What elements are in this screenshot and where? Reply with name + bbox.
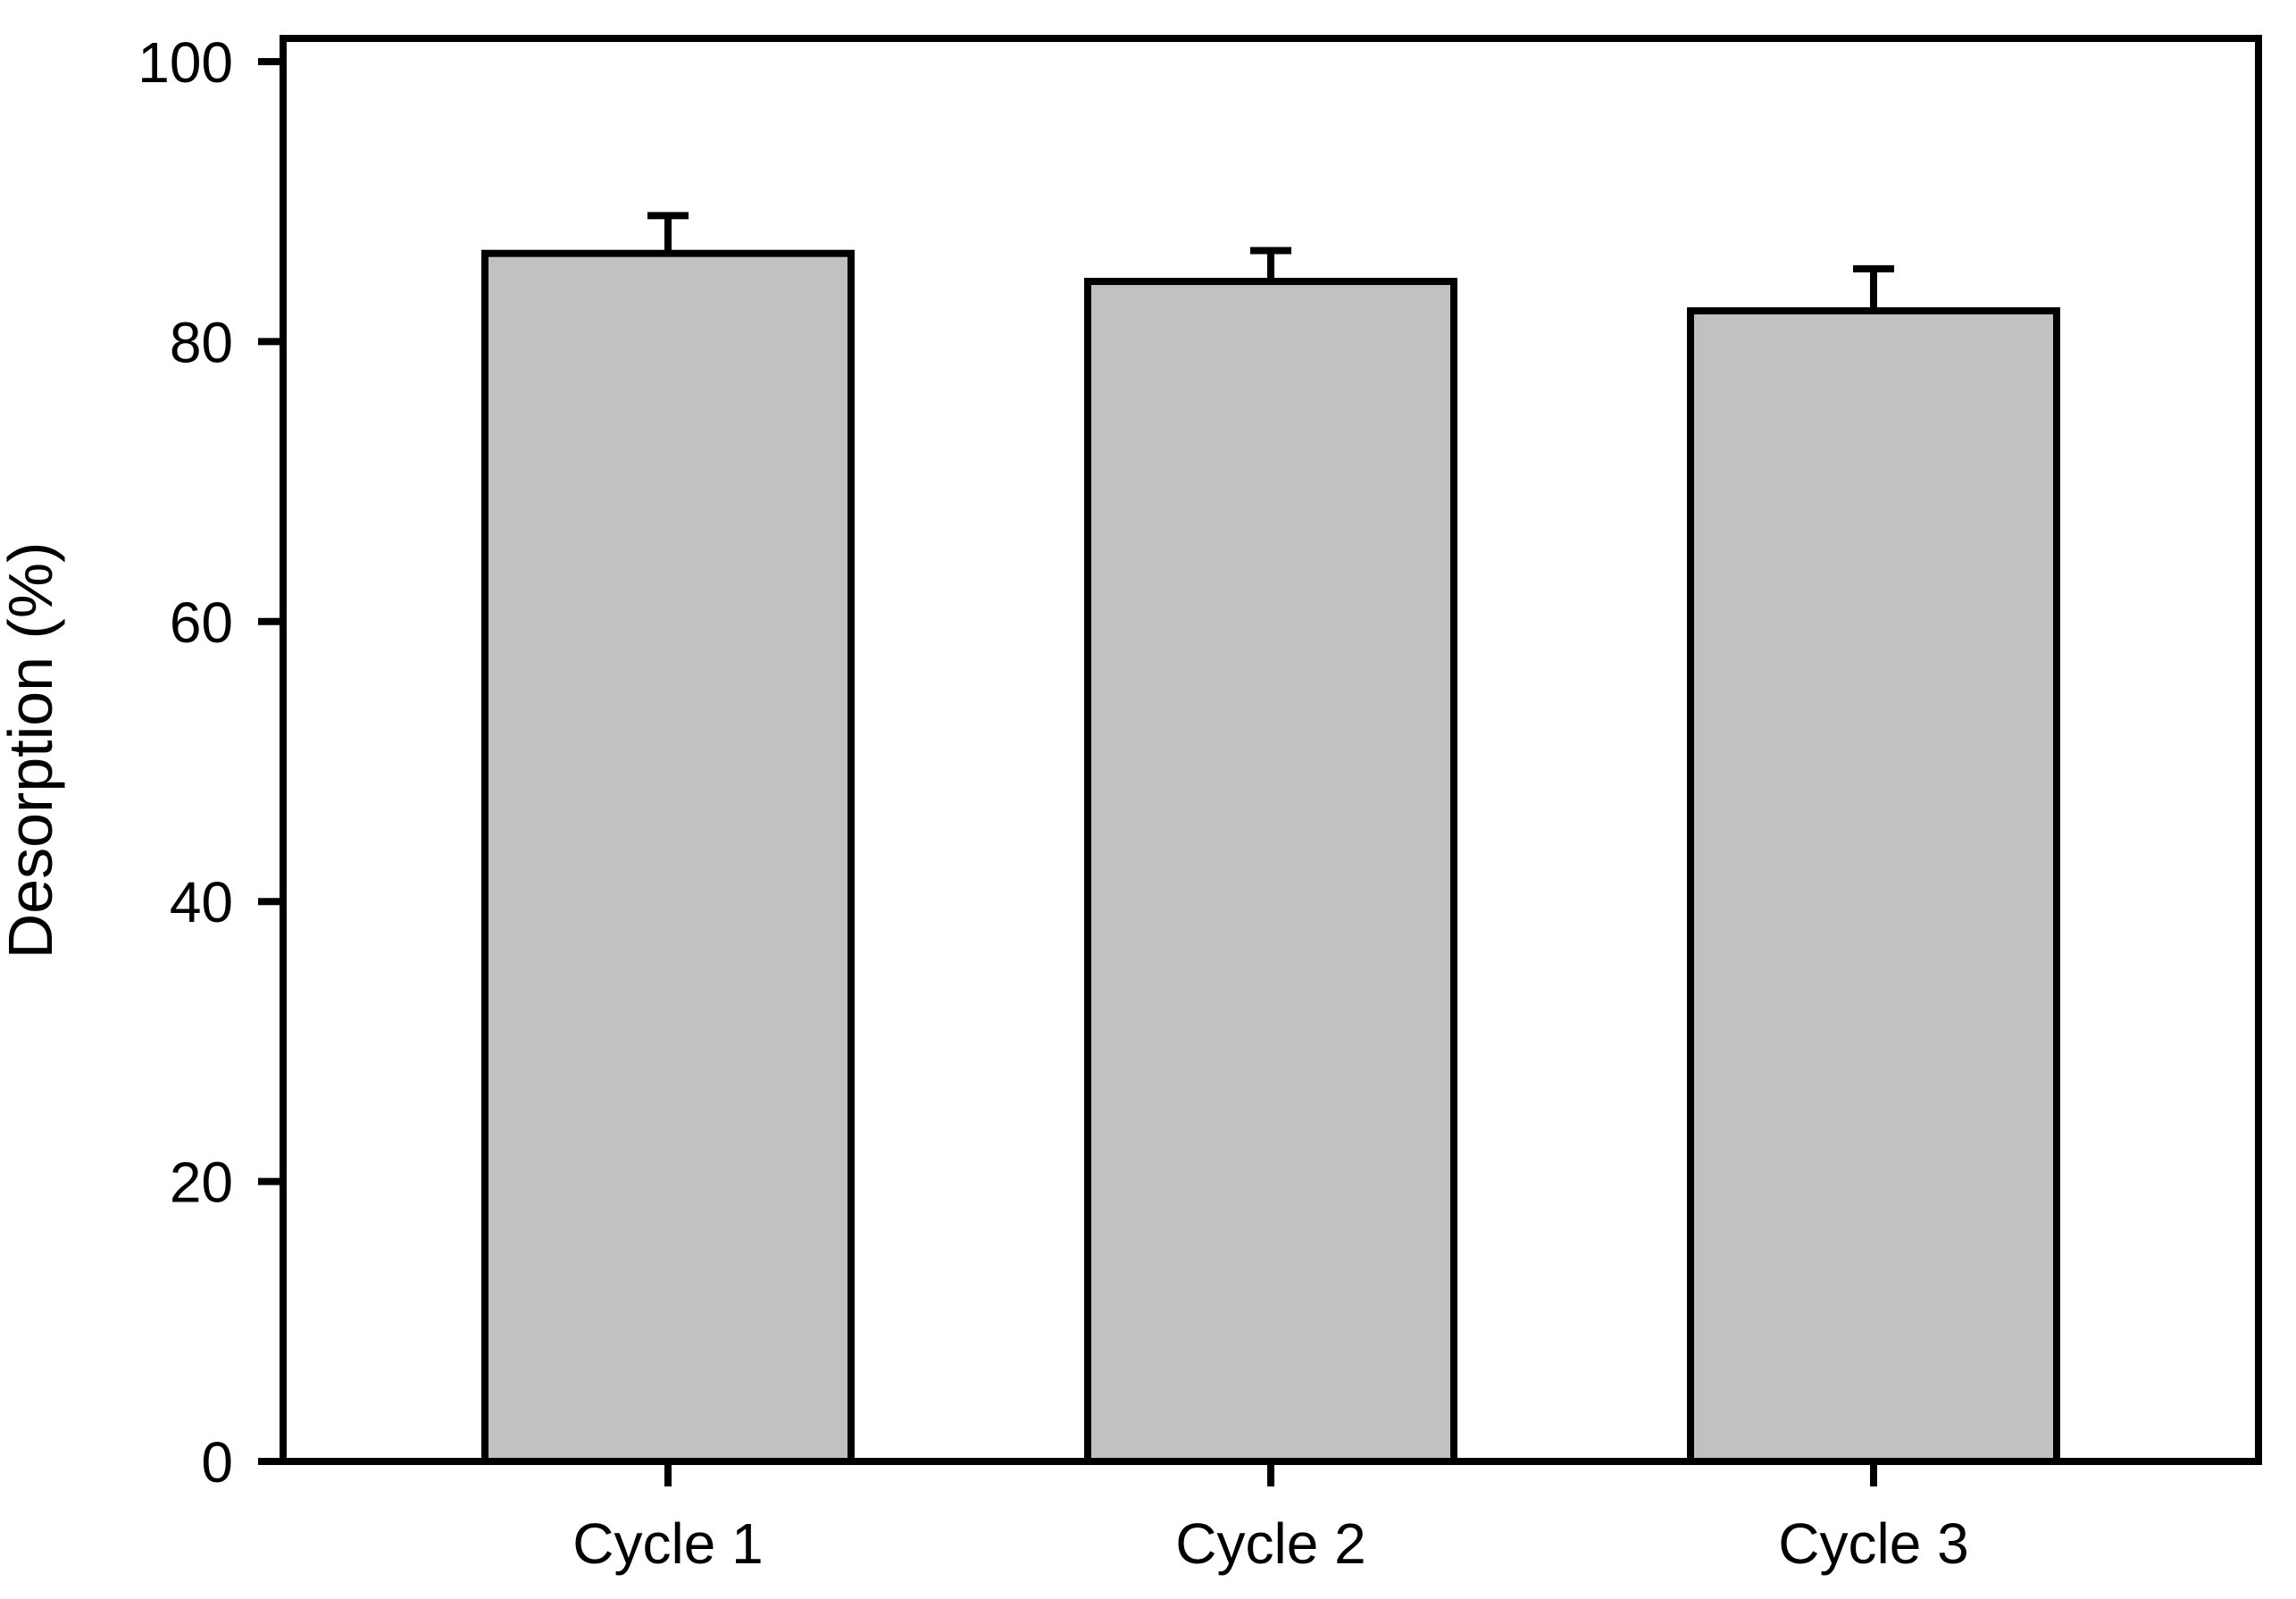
y-axis-ticks — [258, 58, 283, 1465]
bar — [1084, 278, 1457, 1465]
y-axis-title: Desorption (%) — [0, 542, 65, 959]
y-tick-label: 80 — [170, 310, 233, 374]
bars-layer — [481, 249, 2060, 1466]
y-axis-tick-labels: 0 20 40 60 80 100 — [138, 30, 233, 1494]
bar — [1687, 306, 2060, 1465]
error-bars-layer — [647, 212, 1894, 311]
x-category-label: Cycle 1 — [572, 1511, 763, 1576]
y-tick-label: 40 — [170, 870, 233, 934]
x-axis-category-labels: Cycle 1 Cycle 2 Cycle 3 — [572, 1511, 1968, 1576]
bar — [481, 249, 855, 1466]
y-tick-label: 100 — [138, 30, 233, 95]
y-tick-label: 20 — [170, 1151, 233, 1215]
y-tick-label: 60 — [170, 590, 233, 655]
y-tick-label: 0 — [201, 1430, 233, 1494]
x-category-label: Cycle 3 — [1778, 1511, 1968, 1576]
x-category-label: Cycle 2 — [1175, 1511, 1365, 1576]
x-axis-ticks — [664, 1461, 1877, 1486]
